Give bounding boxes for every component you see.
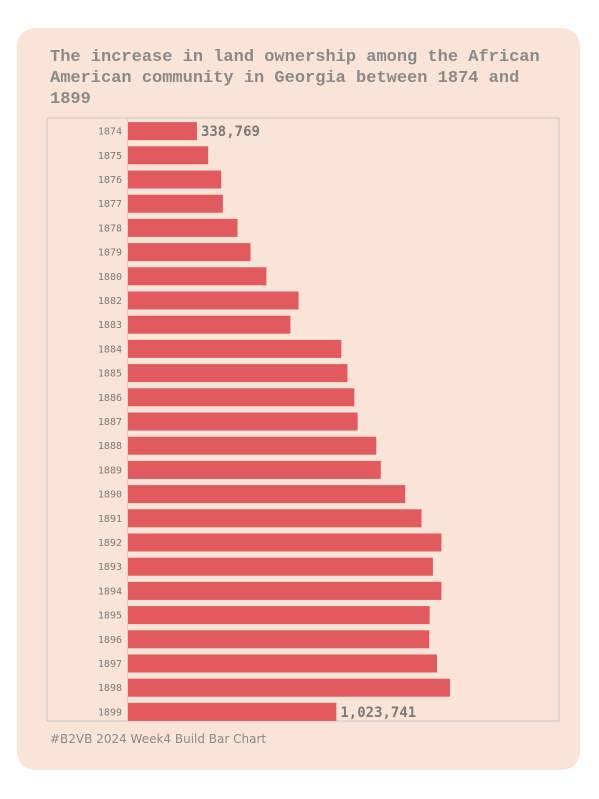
data-label-1899: 1,023,741 (340, 705, 416, 721)
y-tick-label-1877: 1877 (98, 199, 122, 210)
bar-1878 (128, 218, 238, 237)
bar-1882 (128, 291, 299, 310)
y-tick-label-1896: 1896 (98, 635, 122, 646)
bar-1880 (128, 267, 267, 286)
y-tick-label-1879: 1879 (98, 248, 122, 259)
y-tick-label-1885: 1885 (98, 369, 122, 380)
y-tick-label-1875: 1875 (98, 151, 122, 162)
y-tick-label-1891: 1891 (98, 514, 122, 525)
footer-caption: #B2VB 2024 Week4 Build Bar Chart (50, 732, 267, 746)
bar-1893 (128, 557, 433, 576)
y-tick-label-1878: 1878 (98, 223, 122, 234)
chart-frame (46, 117, 560, 722)
data-label-1874: 338,769 (201, 124, 260, 140)
bar-1888 (128, 436, 377, 455)
y-tick-label-1880: 1880 (98, 272, 122, 283)
bar-1898 (128, 678, 450, 697)
bar-1884 (128, 339, 342, 358)
y-tick-label-1887: 1887 (98, 417, 122, 428)
y-tick-label-1884: 1884 (98, 344, 122, 355)
bar-1875 (128, 146, 209, 165)
bar-1885 (128, 364, 348, 383)
y-tick-label-1895: 1895 (98, 611, 122, 622)
y-tick-label-1890: 1890 (98, 490, 122, 501)
bar-1895 (128, 606, 430, 625)
y-tick-label-1897: 1897 (98, 659, 122, 670)
bar-1891 (128, 509, 422, 528)
y-tick-label-1876: 1876 (98, 175, 122, 186)
y-tick-label-1898: 1898 (98, 683, 122, 694)
bar-1874 (128, 122, 197, 141)
y-tick-label-1892: 1892 (98, 538, 122, 549)
y-tick-label-1888: 1888 (98, 441, 122, 452)
y-tick-label-1883: 1883 (98, 320, 122, 331)
bar-1890 (128, 485, 406, 504)
chart-title: The increase in land ownership among the… (50, 48, 540, 109)
y-tick-label-1894: 1894 (98, 586, 122, 597)
bar-1883 (128, 315, 291, 334)
bar-1899 (128, 702, 337, 721)
y-tick-label-1899: 1899 (98, 707, 122, 718)
bar-1892 (128, 533, 442, 552)
bar-1889 (128, 460, 381, 479)
bar-1897 (128, 654, 437, 673)
bar-1894 (128, 581, 442, 600)
y-tick-label-1882: 1882 (98, 296, 122, 307)
y-tick-label-1874: 1874 (98, 127, 122, 138)
bar-1877 (128, 194, 223, 213)
y-tick-label-1893: 1893 (98, 562, 122, 573)
y-tick-label-1886: 1886 (98, 393, 122, 404)
bar-1886 (128, 388, 355, 407)
bar-1887 (128, 412, 358, 431)
bar-1876 (128, 170, 222, 189)
bar-1896 (128, 630, 430, 649)
y-tick-label-1889: 1889 (98, 465, 122, 476)
bar-1879 (128, 243, 251, 262)
